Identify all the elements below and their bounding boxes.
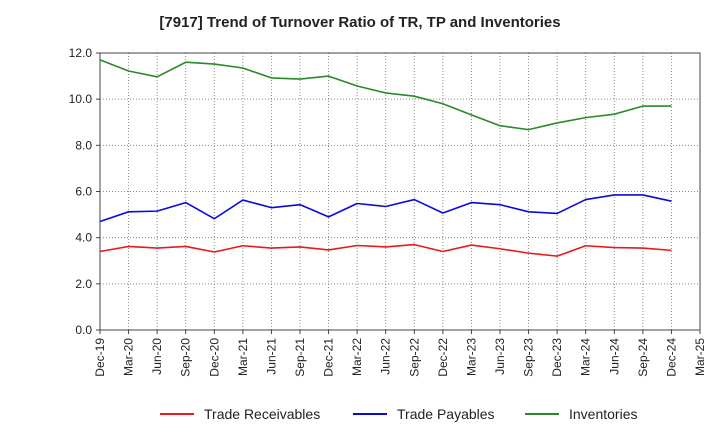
- x-tick-label: Sep-23: [522, 338, 536, 377]
- x-tick-label: Dec-22: [436, 338, 450, 377]
- series-line-inventories: [99, 59, 672, 131]
- y-tick-label: 0.0: [75, 323, 92, 337]
- y-tick-label: 8.0: [75, 138, 92, 152]
- x-tick-label: Sep-22: [407, 338, 421, 377]
- x-tick-label: Sep-21: [293, 338, 307, 377]
- x-tick-label: Jun-20: [150, 338, 164, 375]
- x-tick-label: Mar-20: [122, 338, 136, 376]
- x-tick-label: Mar-25: [693, 338, 707, 376]
- x-tick-label: Mar-24: [579, 338, 593, 376]
- x-tick-label: Mar-22: [350, 338, 364, 376]
- x-tick-label: Dec-19: [93, 338, 107, 377]
- x-tick-label: Jun-21: [264, 338, 278, 375]
- y-tick-label: 10.0: [69, 92, 93, 106]
- x-tick-label: Dec-24: [664, 338, 678, 377]
- x-tick-label: Jun-22: [379, 338, 393, 375]
- y-tick-label: 2.0: [75, 277, 92, 291]
- y-tick-label: 6.0: [75, 185, 92, 199]
- x-tick-label: Jun-23: [493, 338, 507, 375]
- x-tick-label: Dec-20: [207, 338, 221, 377]
- x-tick-label: Sep-20: [179, 338, 193, 377]
- chart-title: [7917] Trend of Turnover Ratio of TR, TP…: [159, 14, 561, 31]
- legend-label-trade-receivables: Trade Receivables: [204, 406, 320, 422]
- series-line-trade-receivables: [99, 243, 672, 257]
- legend-label-trade-payables: Trade Payables: [397, 406, 495, 422]
- x-tick-label: Dec-23: [550, 338, 564, 377]
- y-tick-label: 12.0: [69, 46, 93, 60]
- x-tick-label: Dec-21: [322, 338, 336, 377]
- y-tick-label: 4.0: [75, 231, 92, 245]
- legend-label-inventories: Inventories: [569, 406, 637, 422]
- x-tick-label: Jun-24: [607, 338, 621, 375]
- series-line-trade-payables: [99, 194, 672, 223]
- x-tick-label: Sep-24: [636, 338, 650, 377]
- x-tick-label: Mar-21: [236, 338, 250, 376]
- x-tick-label: Mar-23: [464, 338, 478, 376]
